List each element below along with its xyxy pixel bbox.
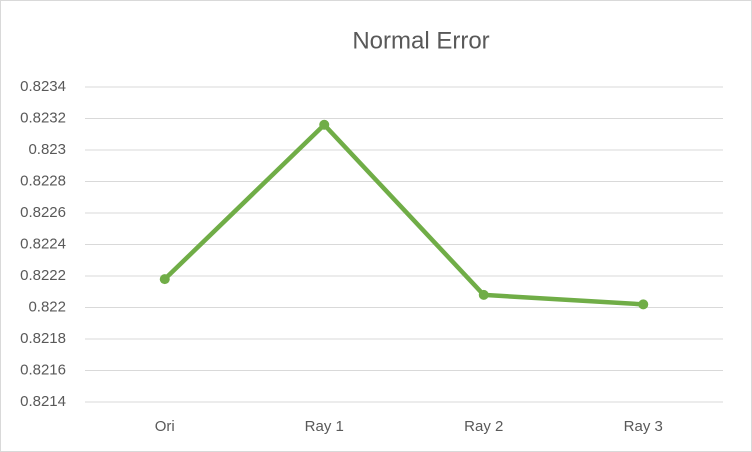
y-tick-label: 0.8224	[20, 235, 66, 252]
data-point	[319, 119, 330, 130]
x-tick-label: Ray 1	[305, 418, 344, 435]
y-tick-label: 0.8226	[20, 204, 66, 221]
y-tick-label: 0.8214	[20, 393, 66, 410]
data-point	[159, 274, 170, 285]
data-line	[163, 122, 644, 307]
y-tick-label: 0.8222	[20, 267, 66, 284]
y-tick-label: 0.8228	[20, 172, 66, 189]
chart-title: Normal Error	[352, 27, 489, 54]
x-tick-label: Ori	[155, 418, 175, 435]
y-tick-label: 0.8234	[20, 78, 66, 95]
y-tick-label: 0.8216	[20, 361, 66, 378]
data-point	[478, 289, 489, 300]
x-tick-label: Ray 3	[624, 418, 663, 435]
x-tick-label: Ray 2	[464, 418, 503, 435]
y-tick-label: 0.8218	[20, 330, 66, 347]
data-point	[638, 299, 649, 310]
y-tick-label: 0.822	[28, 298, 66, 315]
y-tick-label: 0.823	[28, 141, 66, 158]
y-tick-label: 0.8232	[20, 109, 66, 126]
